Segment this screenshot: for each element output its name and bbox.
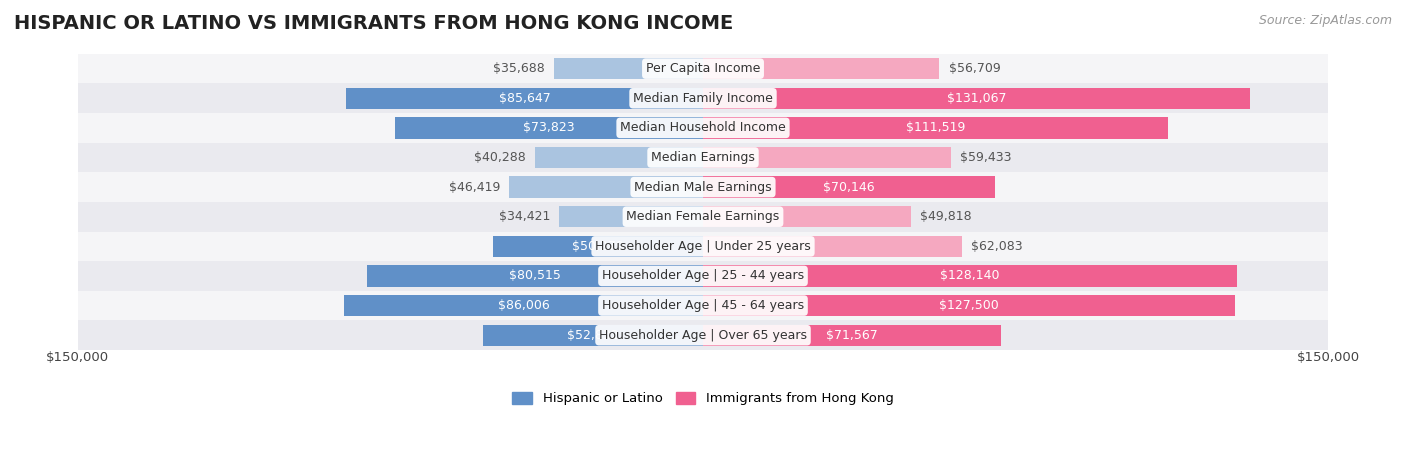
Bar <box>703 88 1250 109</box>
Text: $46,419: $46,419 <box>449 181 501 194</box>
Bar <box>367 265 703 287</box>
Text: $131,067: $131,067 <box>946 92 1007 105</box>
Bar <box>482 325 703 346</box>
Text: $71,567: $71,567 <box>827 329 879 342</box>
Text: $34,421: $34,421 <box>499 210 550 223</box>
Text: $35,688: $35,688 <box>494 62 544 75</box>
Bar <box>703 147 950 168</box>
Bar <box>703 58 939 79</box>
Bar <box>703 325 1001 346</box>
Text: $85,647: $85,647 <box>499 92 550 105</box>
Text: Median Female Earnings: Median Female Earnings <box>627 210 779 223</box>
Text: Householder Age | 45 - 64 years: Householder Age | 45 - 64 years <box>602 299 804 312</box>
Bar <box>77 143 1329 172</box>
Text: HISPANIC OR LATINO VS IMMIGRANTS FROM HONG KONG INCOME: HISPANIC OR LATINO VS IMMIGRANTS FROM HO… <box>14 14 734 33</box>
Text: $49,818: $49,818 <box>920 210 972 223</box>
Bar <box>346 88 703 109</box>
Text: Median Male Earnings: Median Male Earnings <box>634 181 772 194</box>
Bar <box>77 202 1329 232</box>
Bar <box>536 147 703 168</box>
Bar <box>77 232 1329 261</box>
Bar <box>560 206 703 227</box>
Bar <box>494 236 703 257</box>
Bar <box>703 117 1168 139</box>
Bar <box>395 117 703 139</box>
Bar <box>509 177 703 198</box>
Bar <box>703 295 1234 316</box>
Text: $56,709: $56,709 <box>949 62 1001 75</box>
Text: $62,083: $62,083 <box>972 240 1024 253</box>
Text: $150,000: $150,000 <box>1296 352 1360 364</box>
Bar <box>77 320 1329 350</box>
Text: $128,140: $128,140 <box>941 269 1000 283</box>
Bar <box>77 172 1329 202</box>
Bar <box>703 206 911 227</box>
Text: $86,006: $86,006 <box>498 299 550 312</box>
Text: $73,823: $73,823 <box>523 121 575 134</box>
Text: Source: ZipAtlas.com: Source: ZipAtlas.com <box>1258 14 1392 27</box>
Text: $40,288: $40,288 <box>474 151 526 164</box>
Text: Median Household Income: Median Household Income <box>620 121 786 134</box>
Bar <box>703 236 962 257</box>
Text: $150,000: $150,000 <box>46 352 110 364</box>
Bar <box>77 84 1329 113</box>
Bar <box>77 261 1329 291</box>
Bar <box>77 54 1329 84</box>
Text: $111,519: $111,519 <box>905 121 965 134</box>
Bar <box>344 295 703 316</box>
Text: Householder Age | Under 25 years: Householder Age | Under 25 years <box>595 240 811 253</box>
Text: $70,146: $70,146 <box>824 181 875 194</box>
Bar <box>554 58 703 79</box>
Legend: Hispanic or Latino, Immigrants from Hong Kong: Hispanic or Latino, Immigrants from Hong… <box>508 387 898 410</box>
Text: $52,832: $52,832 <box>567 329 619 342</box>
Text: $80,515: $80,515 <box>509 269 561 283</box>
Text: $50,279: $50,279 <box>572 240 624 253</box>
Text: $59,433: $59,433 <box>960 151 1012 164</box>
Text: Householder Age | 25 - 44 years: Householder Age | 25 - 44 years <box>602 269 804 283</box>
Bar <box>77 113 1329 143</box>
Bar <box>703 265 1237 287</box>
Text: Per Capita Income: Per Capita Income <box>645 62 761 75</box>
Bar <box>703 177 995 198</box>
Text: $127,500: $127,500 <box>939 299 998 312</box>
Bar <box>77 291 1329 320</box>
Text: Median Earnings: Median Earnings <box>651 151 755 164</box>
Text: Median Family Income: Median Family Income <box>633 92 773 105</box>
Text: Householder Age | Over 65 years: Householder Age | Over 65 years <box>599 329 807 342</box>
